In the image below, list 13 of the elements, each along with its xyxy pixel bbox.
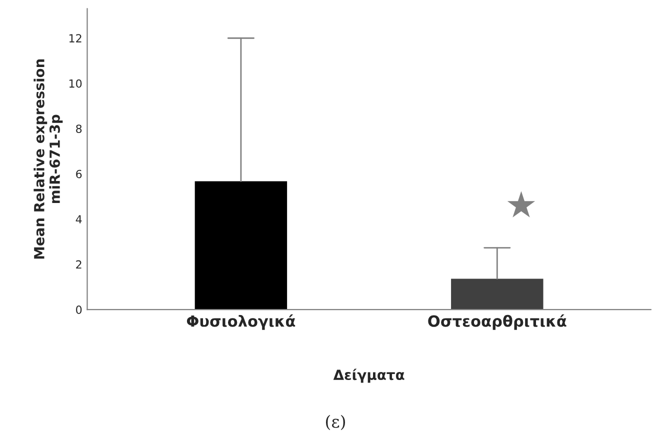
y-tick-label: 10	[69, 79, 82, 88]
x-axis-title: Δείγματα	[333, 368, 404, 383]
x-tick-label: Οστεοαρθριτικά	[428, 314, 566, 330]
y-tick-label: 2	[76, 260, 82, 269]
y-tick-label: 12	[69, 34, 82, 42]
x-tick-label: Φυσιολογικά	[186, 314, 296, 330]
y-tick-label: 6	[76, 170, 82, 178]
y-tick-label: 4	[76, 215, 82, 224]
annotation: ★	[507, 191, 536, 218]
y-axis-title: Mean Relative expression miR-671-3p	[34, 59, 63, 259]
y-tick-label: 8	[76, 124, 82, 133]
y-tick-label: 0	[76, 306, 82, 314]
text: (ε)	[326, 414, 345, 430]
